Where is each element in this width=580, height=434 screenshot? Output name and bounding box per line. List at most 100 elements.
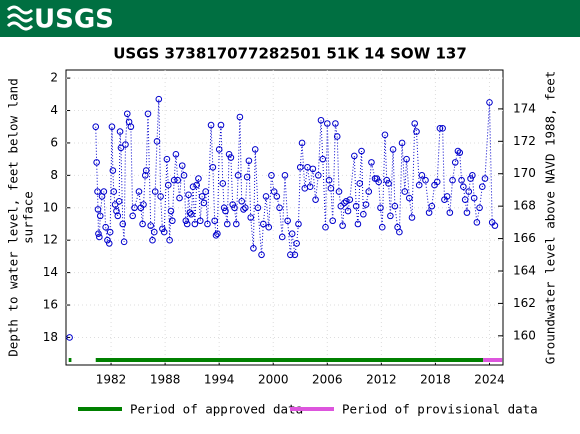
data-point — [405, 194, 413, 202]
y2-tick-label: 168 — [513, 199, 536, 213]
y-tick-label: 12 — [43, 233, 58, 247]
data-point — [268, 172, 275, 179]
data-point — [270, 188, 278, 195]
data-point — [281, 172, 289, 179]
data-point — [96, 233, 103, 241]
data-point — [317, 116, 325, 124]
data-point — [451, 159, 459, 166]
data-point — [220, 204, 228, 212]
data-point — [463, 209, 471, 216]
data-point — [344, 207, 352, 215]
y-tick-label: 6 — [50, 135, 58, 149]
data-point — [215, 146, 223, 153]
data-point — [467, 175, 474, 182]
data-point — [335, 188, 343, 195]
data-point — [151, 188, 159, 195]
x-tick-label: 2018 — [420, 373, 451, 387]
x-tick-label: 1982 — [96, 373, 127, 387]
data-point — [323, 120, 331, 127]
data-point — [458, 176, 465, 184]
data-point — [109, 167, 117, 174]
data-point — [94, 188, 101, 195]
data-point — [278, 233, 286, 241]
data-point — [153, 138, 161, 145]
plot-frame — [65, 69, 504, 366]
x-tick-label: 1994 — [204, 373, 235, 387]
data-point — [470, 194, 478, 202]
data-point — [325, 176, 333, 184]
data-point — [140, 201, 147, 208]
data-point — [365, 188, 373, 195]
data-point — [273, 193, 281, 200]
data-point — [114, 212, 122, 220]
data-point — [222, 207, 229, 215]
data-point — [229, 201, 236, 208]
data-point — [170, 176, 178, 184]
data-point — [337, 202, 345, 210]
y2-tick-label: 162 — [513, 296, 536, 310]
data-point — [95, 230, 102, 238]
data-point — [436, 125, 444, 132]
data-point — [403, 155, 410, 163]
data-point — [425, 209, 433, 216]
y-tick-label: 16 — [43, 298, 58, 312]
data-point — [144, 110, 152, 118]
data-point — [491, 222, 499, 229]
data-point — [191, 220, 199, 228]
data-point — [319, 155, 327, 163]
data-point — [196, 217, 204, 225]
data-point — [306, 183, 314, 191]
data-point — [446, 209, 454, 216]
data-point — [295, 220, 302, 228]
data-point — [433, 178, 441, 186]
data-point — [225, 150, 233, 158]
data-point — [93, 159, 100, 166]
data-point — [106, 228, 114, 236]
data-point — [166, 236, 173, 244]
data-point — [381, 131, 389, 139]
data-point — [398, 139, 406, 147]
data-point — [346, 196, 354, 203]
data-point — [117, 144, 125, 152]
data-point — [385, 180, 392, 187]
logo-text: USGS — [34, 5, 114, 35]
data-point — [164, 181, 172, 189]
data-point — [176, 194, 183, 202]
data-point — [131, 204, 138, 212]
data-point — [232, 220, 240, 228]
data-point — [481, 175, 489, 182]
data-point — [411, 120, 418, 127]
data-point — [408, 214, 416, 221]
data-point — [332, 120, 339, 127]
data-point — [212, 232, 220, 239]
legend-label: Period of approved data — [130, 402, 303, 417]
data-point — [371, 175, 379, 182]
data-point — [293, 240, 300, 247]
period-bar — [483, 358, 503, 362]
data-point — [250, 244, 257, 252]
data-point — [116, 128, 124, 135]
data-point — [122, 141, 129, 148]
y2-tick-label: 166 — [513, 231, 536, 245]
data-point — [100, 188, 108, 195]
data-point — [200, 199, 208, 207]
data-point — [160, 228, 168, 236]
data-point — [186, 209, 194, 216]
data-point — [358, 147, 365, 155]
data-point — [123, 110, 131, 118]
period-bar — [68, 358, 72, 362]
data-point — [214, 230, 221, 238]
y2-tick-label: 164 — [513, 263, 536, 277]
data-point — [418, 172, 426, 179]
data-point — [298, 139, 306, 147]
data-point — [291, 251, 299, 259]
data-point — [265, 223, 273, 231]
data-point — [276, 204, 283, 212]
data-point — [478, 183, 486, 191]
data-point — [157, 193, 164, 200]
data-point — [456, 149, 464, 156]
data-point — [377, 204, 384, 212]
data-point — [449, 176, 456, 184]
data-point — [383, 176, 391, 184]
